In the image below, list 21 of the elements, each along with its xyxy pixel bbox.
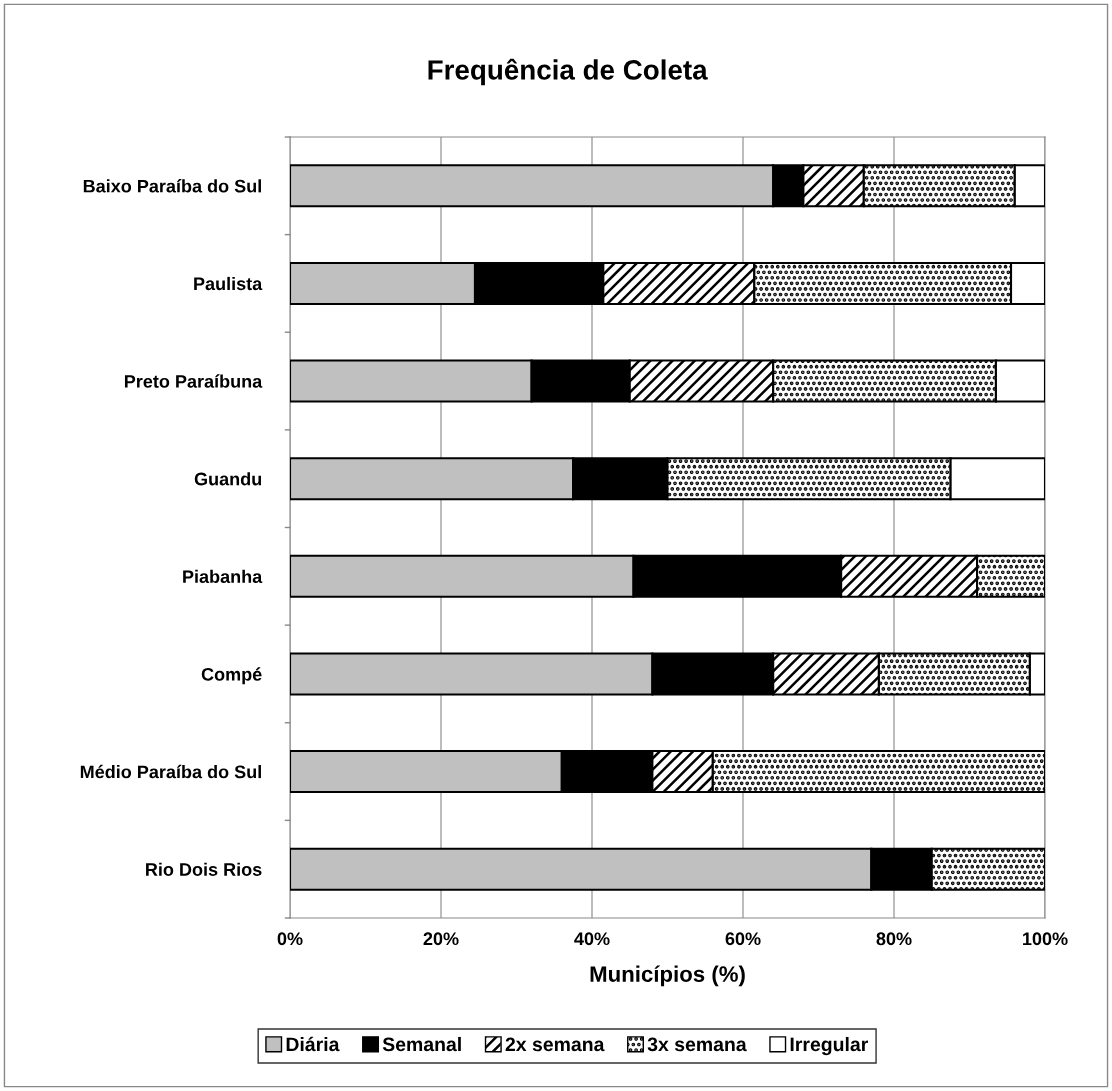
x-tick-label: 60%: [725, 932, 761, 946]
x-tick-label: 0%: [277, 932, 303, 946]
legend-label: Diária: [286, 1036, 340, 1052]
y-tick-label: Baixo Paraíba do Sul: [83, 179, 261, 193]
x-tick-label: 20%: [423, 932, 459, 946]
x-tick-label: 40%: [574, 932, 610, 946]
y-tick-label: Preto Paraíbuna: [124, 374, 263, 388]
y-tick-label: Piabanha: [183, 569, 263, 584]
x-axis-title: Municípios (%): [590, 965, 745, 987]
y-tick-label: Compé: [201, 667, 262, 685]
legend-label: 2x semana: [505, 1037, 605, 1052]
legend-label: Semanal: [382, 1036, 461, 1052]
y-tick-label: Médio Paraíba do Sul: [80, 764, 261, 779]
y-tick-label: Rio Dois Rios: [146, 862, 262, 876]
y-tick-label: Guandu: [194, 472, 262, 486]
chart-title: Frequência de Coleta: [428, 58, 708, 86]
x-tick-label: 80%: [876, 932, 912, 946]
legend-label: 3x semana: [647, 1037, 747, 1052]
y-tick-label: Paulista: [194, 276, 263, 291]
x-tick-label: 100%: [1023, 932, 1068, 946]
legend-label: Irregular: [790, 1036, 868, 1056]
